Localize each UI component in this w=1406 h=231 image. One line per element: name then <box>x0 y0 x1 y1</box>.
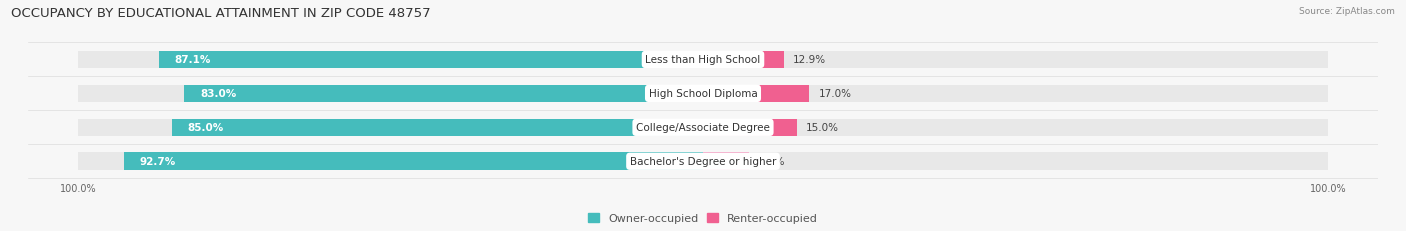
Bar <box>703 85 810 103</box>
Legend: Owner-occupied, Renter-occupied: Owner-occupied, Renter-occupied <box>588 213 818 223</box>
Bar <box>184 85 703 103</box>
Bar <box>703 153 1327 170</box>
Bar <box>703 119 1327 137</box>
Bar <box>79 85 703 103</box>
Bar <box>159 51 703 69</box>
Text: 7.3%: 7.3% <box>758 157 785 167</box>
Text: 87.1%: 87.1% <box>174 55 211 65</box>
Bar <box>124 153 703 170</box>
Text: Bachelor's Degree or higher: Bachelor's Degree or higher <box>630 157 776 167</box>
Bar <box>79 119 703 137</box>
Text: 12.9%: 12.9% <box>793 55 827 65</box>
Bar <box>172 119 703 137</box>
Text: 92.7%: 92.7% <box>139 157 176 167</box>
Bar <box>703 51 1327 69</box>
Bar <box>79 153 703 170</box>
Bar <box>703 51 783 69</box>
Text: Source: ZipAtlas.com: Source: ZipAtlas.com <box>1299 7 1395 16</box>
Text: 83.0%: 83.0% <box>200 89 236 99</box>
Text: OCCUPANCY BY EDUCATIONAL ATTAINMENT IN ZIP CODE 48757: OCCUPANCY BY EDUCATIONAL ATTAINMENT IN Z… <box>11 7 430 20</box>
Bar <box>703 153 748 170</box>
Text: 85.0%: 85.0% <box>187 123 224 133</box>
Text: Less than High School: Less than High School <box>645 55 761 65</box>
Bar <box>703 119 797 137</box>
Bar <box>79 51 703 69</box>
Text: 17.0%: 17.0% <box>818 89 852 99</box>
Bar <box>703 85 1327 103</box>
Text: 15.0%: 15.0% <box>806 123 839 133</box>
Text: High School Diploma: High School Diploma <box>648 89 758 99</box>
Text: College/Associate Degree: College/Associate Degree <box>636 123 770 133</box>
